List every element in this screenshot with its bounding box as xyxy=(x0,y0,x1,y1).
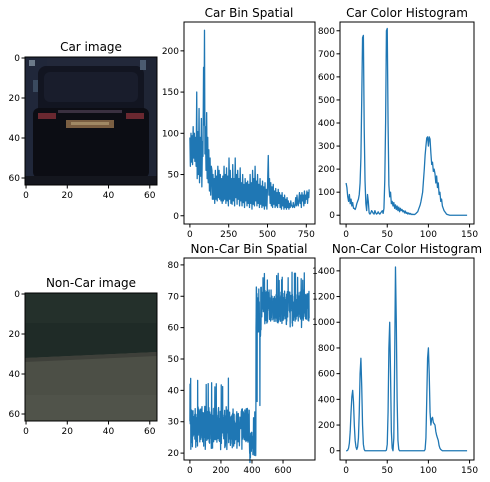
noncar-bin-spatial-frame xyxy=(183,257,316,461)
noncar-color-histogram-xtick-label: 150 xyxy=(461,466,478,476)
noncar-color-histogram-line xyxy=(346,266,468,452)
noncar-bin-spatial-ytick-label: 70 xyxy=(168,292,180,302)
noncar-image-picture xyxy=(25,293,157,421)
noncar-image-ytick-label: 0 xyxy=(14,290,20,300)
car-color-histogram-ytick-label: 600 xyxy=(318,73,335,83)
car-color-histogram-xtick-label: 50 xyxy=(382,230,394,240)
noncar-color-histogram-xtick-label: 100 xyxy=(420,466,437,476)
car-bin-spatial-ytick-label: 0 xyxy=(173,212,179,222)
car-bin-spatial-ytick-label: 100 xyxy=(162,129,179,139)
noncar-image-frame xyxy=(24,292,158,422)
car-color-histogram-xtick-label: 100 xyxy=(420,230,437,240)
noncar-color-histogram-xtick-label: 0 xyxy=(343,466,349,476)
noncar-color-histogram-xtick-label: 50 xyxy=(382,466,394,476)
car-image-ytick-label: 60 xyxy=(9,174,21,184)
noncar-color-histogram-title: Non-Car Color Histogram xyxy=(332,242,482,256)
car-color-histogram-frame xyxy=(339,21,475,225)
noncar-bin-spatial-xtick-label: 600 xyxy=(274,466,291,476)
car-color-histogram-ytick-label: 500 xyxy=(318,96,335,106)
car-bin-spatial-xtick-label: 750 xyxy=(298,230,315,240)
noncar-bin-spatial-ytick-label: 30 xyxy=(168,418,180,428)
noncar-bin-spatial-ytick-label: 20 xyxy=(168,449,180,459)
car-bin-spatial-xtick-label: 250 xyxy=(220,230,237,240)
noncar-color-histogram-ytick-label: 800 xyxy=(318,344,335,354)
car-bin-spatial-title: Car Bin Spatial xyxy=(205,6,294,20)
car-image-xtick-label: 40 xyxy=(103,191,115,201)
car-color-histogram-xtick-label: 0 xyxy=(343,230,349,240)
noncar-color-histogram-panel: Non-Car Color Histogram 0 50 100 150 0 200 400… xyxy=(312,242,482,476)
noncar-color-histogram-ytick-label: 1400 xyxy=(312,267,335,277)
noncar-bin-spatial-xtick-label: 200 xyxy=(212,466,229,476)
car-bin-spatial-frame xyxy=(183,21,316,225)
car-color-histogram-xtick-label: 150 xyxy=(461,230,478,240)
car-color-histogram-ytick-label: 100 xyxy=(318,188,335,198)
noncar-color-histogram-ytick-label: 1000 xyxy=(312,318,335,328)
car-color-histogram-ytick-label: 800 xyxy=(318,27,335,37)
car-bin-spatial-ytick-label: 200 xyxy=(162,47,179,57)
noncar-image-xtick-label: 40 xyxy=(103,427,115,437)
noncar-color-histogram-ytick-label: 600 xyxy=(318,370,335,380)
noncar-bin-spatial-ytick-label: 60 xyxy=(168,324,180,334)
car-color-histogram-ytick-label: 400 xyxy=(318,119,335,129)
car-image-ytick-label: 20 xyxy=(9,94,21,104)
noncar-bin-spatial-panel: Non-Car Bin Spatial 0 200 400 600 20 30 40 50 60… xyxy=(168,242,316,476)
car-image-title: Car image xyxy=(60,40,122,54)
car-color-histogram-line xyxy=(345,27,468,216)
car-color-histogram-title: Car Color Histogram xyxy=(346,6,468,20)
noncar-image-xtick-label: 0 xyxy=(23,427,29,437)
car-image-ytick-label: 40 xyxy=(9,134,21,144)
noncar-color-histogram-ytick-label: 400 xyxy=(318,395,335,405)
noncar-color-histogram-frame xyxy=(339,257,475,461)
car-image-xtick-label: 60 xyxy=(144,191,156,201)
noncar-image-xtick-label: 60 xyxy=(144,427,156,437)
car-color-histogram-ytick-label: 200 xyxy=(318,165,335,175)
car-bin-spatial-line xyxy=(189,29,310,210)
car-image-xtick-label: 0 xyxy=(23,191,29,201)
noncar-bin-spatial-ytick-label: 80 xyxy=(168,261,180,271)
noncar-color-histogram-ytick-label: 0 xyxy=(329,447,335,457)
car-bin-spatial-xtick-label: 500 xyxy=(259,230,276,240)
noncar-image-ytick-label: 60 xyxy=(9,410,21,420)
noncar-image-ytick-label: 20 xyxy=(9,330,21,340)
noncar-bin-spatial-xtick-label: 400 xyxy=(243,466,260,476)
noncar-bin-spatial-xtick-label: 0 xyxy=(187,466,193,476)
car-bin-spatial-ytick-label: 150 xyxy=(162,88,179,98)
car-bin-spatial-ytick-label: 50 xyxy=(168,171,180,181)
car-bin-spatial-panel: Car Bin Spatial 0 250 500 750 0 50 100 150 200 xyxy=(162,6,316,240)
car-image-xtick-label: 20 xyxy=(62,191,74,201)
noncar-image-title: Non-Car image xyxy=(46,276,136,290)
noncar-bin-spatial-line xyxy=(189,271,310,464)
noncar-bin-spatial-ytick-label: 50 xyxy=(168,355,180,365)
car-color-histogram-ytick-label: 700 xyxy=(318,50,335,60)
car-color-histogram-panel: Car Color Histogram 0 50 100 150 0 100 200 300 4… xyxy=(318,6,479,240)
noncar-image-xtick-label: 20 xyxy=(62,427,74,437)
car-image-picture xyxy=(25,57,157,185)
noncar-bin-spatial-ytick-label: 40 xyxy=(168,386,180,396)
car-image-frame xyxy=(24,56,158,186)
noncar-color-histogram-ytick-label: 200 xyxy=(318,421,335,431)
noncar-bin-spatial-title: Non-Car Bin Spatial xyxy=(190,242,307,256)
car-bin-spatial-xtick-label: 0 xyxy=(187,230,193,240)
car-image-ytick-label: 0 xyxy=(14,54,20,64)
noncar-image-ytick-label: 40 xyxy=(9,370,21,380)
noncar-color-histogram-ytick-label: 1200 xyxy=(312,293,335,303)
car-color-histogram-ytick-label: 0 xyxy=(329,211,335,221)
car-color-histogram-ytick-label: 300 xyxy=(318,142,335,152)
